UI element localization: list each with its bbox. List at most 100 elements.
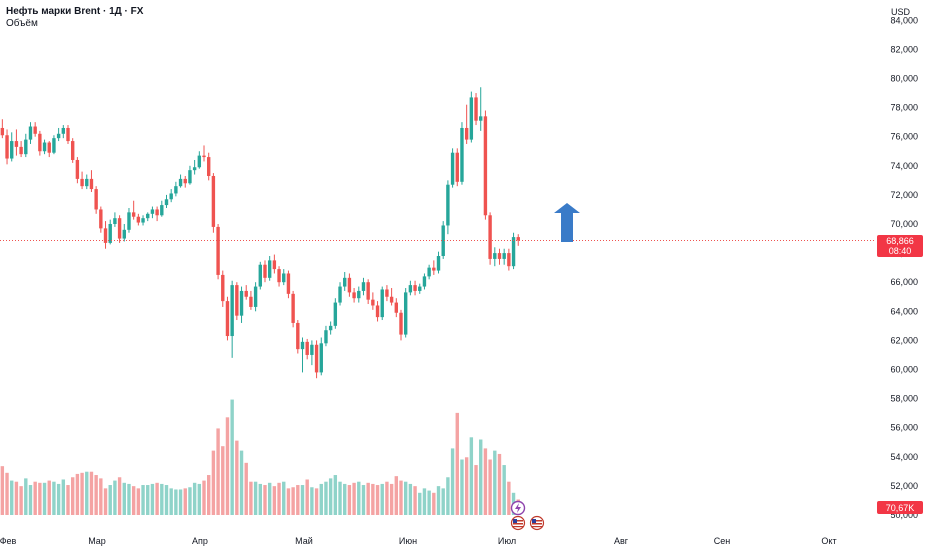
candle[interactable] (314, 340, 319, 379)
candle[interactable] (42, 139, 47, 155)
candle[interactable] (122, 224, 126, 242)
candle[interactable] (89, 170, 94, 192)
candle[interactable] (380, 286, 384, 321)
candle[interactable] (493, 247, 497, 267)
candle[interactable] (202, 145, 206, 162)
us-flag-icon[interactable] (510, 515, 526, 531)
candle[interactable] (141, 215, 145, 226)
candle[interactable] (422, 273, 427, 290)
candle[interactable] (216, 224, 220, 280)
candle[interactable] (263, 260, 267, 283)
candle[interactable] (127, 207, 131, 233)
candle[interactable] (183, 175, 187, 188)
candle[interactable] (155, 206, 159, 222)
volume-indicator-label[interactable]: Объём (6, 18, 38, 29)
candle[interactable] (408, 280, 413, 296)
candle[interactable] (230, 280, 234, 358)
us-flag-icon[interactable] (529, 515, 545, 531)
candle[interactable] (361, 277, 366, 296)
candle[interactable] (70, 138, 75, 163)
candle[interactable] (5, 129, 9, 165)
candle[interactable] (117, 215, 122, 243)
currency-label[interactable]: USD (890, 7, 910, 17)
candle[interactable] (291, 290, 295, 328)
candle[interactable] (94, 186, 98, 214)
candle[interactable] (282, 269, 286, 286)
candle[interactable] (56, 127, 61, 142)
chart-title[interactable]: Нефть марки Brent · 1Д · FX (6, 6, 144, 17)
candle[interactable] (328, 321, 333, 335)
time-axis[interactable]: Фев Мар Апр Май Июн Июл Авг Сен Окт (0, 536, 837, 546)
candle[interactable] (375, 301, 380, 322)
candle[interactable] (14, 129, 19, 156)
candle[interactable] (277, 266, 281, 287)
candle[interactable] (164, 194, 169, 208)
candle[interactable] (178, 174, 183, 188)
candle[interactable] (99, 206, 103, 233)
candle[interactable] (28, 122, 33, 144)
candle[interactable] (235, 282, 239, 321)
candle[interactable] (357, 286, 361, 303)
candle[interactable] (389, 288, 394, 306)
candle[interactable] (427, 264, 431, 280)
candle[interactable] (286, 270, 291, 299)
candle[interactable] (460, 122, 464, 185)
candle[interactable] (455, 148, 459, 187)
candle[interactable] (436, 251, 441, 274)
candle[interactable] (403, 288, 408, 338)
candle[interactable] (516, 234, 520, 246)
candle[interactable] (136, 213, 141, 226)
candle[interactable] (296, 320, 300, 354)
candle[interactable] (253, 282, 258, 312)
candle[interactable] (113, 212, 117, 227)
candle[interactable] (207, 152, 211, 181)
candle[interactable] (483, 110, 488, 220)
candle[interactable] (33, 122, 37, 137)
candle[interactable] (188, 165, 192, 185)
candle[interactable] (150, 206, 155, 219)
candle[interactable] (239, 286, 244, 323)
candle[interactable] (333, 298, 338, 329)
candle[interactable] (47, 141, 51, 158)
candle[interactable] (192, 159, 197, 175)
candle[interactable] (366, 279, 370, 305)
candle[interactable] (371, 292, 375, 310)
candle[interactable] (474, 93, 478, 126)
candle[interactable] (507, 248, 511, 271)
candle[interactable] (80, 171, 84, 190)
candle[interactable] (174, 181, 178, 197)
candle[interactable] (75, 157, 80, 184)
candle[interactable] (441, 221, 445, 259)
candle[interactable] (319, 337, 323, 376)
candle[interactable] (450, 148, 455, 188)
candle[interactable] (85, 174, 89, 190)
candle[interactable] (352, 288, 356, 303)
candle[interactable] (249, 290, 253, 310)
candle[interactable] (19, 141, 23, 158)
lightning-icon[interactable] (510, 500, 526, 516)
candle[interactable] (324, 325, 328, 347)
candle[interactable] (399, 309, 403, 341)
candle[interactable] (0, 119, 5, 139)
candle[interactable] (61, 125, 66, 139)
candle[interactable] (131, 200, 136, 220)
candle[interactable] (446, 180, 450, 235)
candle[interactable] (347, 273, 352, 297)
candles[interactable] (0, 87, 520, 379)
candle[interactable] (502, 248, 506, 265)
candle[interactable] (169, 189, 173, 203)
candle[interactable] (469, 91, 474, 143)
candle[interactable] (267, 256, 272, 281)
candle[interactable] (479, 87, 483, 131)
candle[interactable] (258, 261, 262, 290)
candle[interactable] (310, 340, 314, 366)
candle[interactable] (221, 270, 225, 307)
candle[interactable] (343, 272, 347, 291)
candle[interactable] (305, 338, 309, 360)
candle[interactable] (160, 200, 164, 217)
candle[interactable] (52, 135, 56, 155)
candle[interactable] (10, 132, 14, 162)
candle[interactable] (418, 283, 422, 294)
candle[interactable] (497, 248, 502, 265)
candle[interactable] (413, 280, 417, 296)
